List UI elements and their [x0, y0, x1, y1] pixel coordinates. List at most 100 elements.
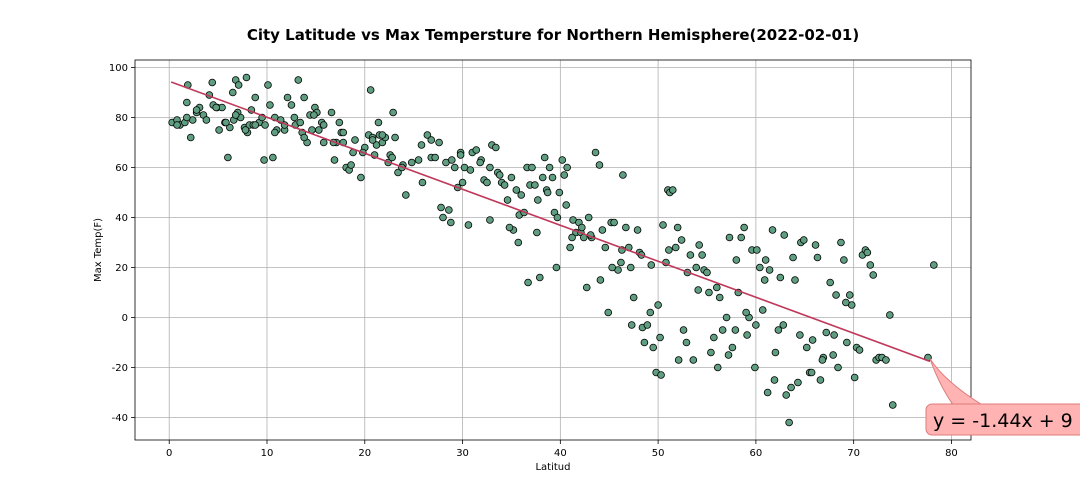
- data-point: [677, 236, 686, 244]
- data-point: [378, 131, 387, 139]
- data-point: [535, 273, 544, 282]
- data-point: [771, 348, 780, 357]
- data-point: [619, 171, 627, 179]
- data-point: [596, 276, 605, 284]
- data-point: [512, 186, 521, 194]
- data-point: [456, 151, 465, 159]
- regression-annotation: y = -1.44x + 9: [925, 358, 1080, 436]
- data-point: [647, 261, 656, 269]
- data-point: [765, 266, 774, 274]
- data-point: [737, 233, 746, 242]
- data-point: [294, 76, 303, 84]
- data-point: [743, 331, 751, 339]
- data-point: [552, 263, 561, 272]
- data-point: [755, 263, 764, 272]
- data-point: [629, 293, 638, 302]
- data-point: [560, 171, 569, 179]
- data-point: [524, 278, 532, 287]
- data-point: [447, 156, 456, 164]
- data-point: [707, 348, 715, 357]
- data-point: [713, 363, 722, 372]
- data-point: [528, 163, 536, 172]
- data-point: [558, 156, 567, 164]
- data-point: [543, 188, 552, 197]
- data-point: [407, 158, 416, 167]
- data-point: [431, 153, 439, 162]
- data-point: [566, 243, 574, 252]
- data-point: [673, 223, 682, 232]
- data-point: [807, 368, 816, 377]
- chart-title: City Latitude vs Max Tempersture for Nor…: [247, 26, 859, 44]
- x-tick-label: 20: [358, 448, 371, 459]
- data-point: [692, 263, 701, 272]
- data-point: [503, 196, 512, 204]
- data-point: [816, 376, 825, 384]
- x-tick-label: 10: [261, 448, 274, 459]
- data-point: [731, 326, 740, 334]
- y-tick-label: -20: [112, 363, 128, 374]
- data-point: [192, 106, 201, 114]
- data-point: [466, 166, 475, 174]
- data-point: [226, 123, 234, 132]
- data-point: [347, 161, 355, 169]
- data-point: [283, 93, 292, 102]
- data-point: [789, 253, 797, 262]
- data-point: [643, 321, 652, 329]
- data-point: [869, 271, 878, 279]
- plot-frame: [134, 59, 972, 441]
- data-point: [689, 356, 698, 364]
- data-point: [770, 376, 779, 384]
- data-point: [843, 338, 851, 347]
- data-point: [562, 201, 570, 209]
- data-point: [388, 153, 396, 162]
- data-point: [514, 238, 523, 247]
- data-point: [930, 261, 938, 269]
- data-point: [472, 146, 481, 154]
- data-point: [486, 163, 494, 172]
- data-point: [563, 163, 571, 172]
- data-point: [694, 286, 702, 294]
- data-point: [533, 228, 541, 237]
- data-point: [740, 223, 748, 232]
- data-point: [173, 121, 181, 129]
- y-tick-label: 100: [109, 63, 128, 74]
- x-tick-label: 60: [750, 448, 763, 459]
- data-point: [224, 153, 232, 162]
- x-tick-label: 80: [945, 448, 958, 459]
- data-point: [598, 226, 607, 234]
- data-point: [394, 168, 402, 177]
- data-point: [445, 206, 453, 214]
- data-point: [319, 138, 328, 147]
- data-point: [507, 173, 516, 182]
- data-point: [495, 171, 504, 179]
- x-tick-label: 40: [554, 448, 567, 459]
- data-point: [837, 238, 845, 247]
- data-point: [300, 93, 308, 102]
- data-point: [319, 121, 328, 129]
- data-point: [389, 108, 397, 117]
- data-points: [168, 73, 938, 427]
- data-point: [241, 126, 250, 134]
- data-point: [695, 241, 703, 249]
- data-point: [423, 131, 432, 139]
- data-point: [656, 333, 664, 342]
- equation-text: y = -1.44x + 9: [933, 410, 1073, 432]
- y-tick-label: 40: [115, 213, 128, 224]
- data-point: [722, 313, 731, 322]
- data-point: [251, 93, 260, 102]
- data-point: [811, 241, 820, 249]
- data-point: [545, 163, 554, 172]
- data-point: [668, 186, 677, 194]
- x-tick-label: 30: [456, 448, 469, 459]
- y-axis-ticks: -40 -20 0 20 40 60 80 100: [109, 63, 135, 424]
- data-point: [761, 256, 770, 264]
- regression-line: [170, 81, 931, 363]
- data-point: [760, 276, 769, 284]
- data-point: [183, 113, 191, 122]
- data-point: [335, 118, 344, 127]
- data-point: [447, 218, 455, 227]
- data-point: [505, 223, 514, 232]
- data-point: [264, 81, 272, 89]
- data-point: [228, 88, 237, 97]
